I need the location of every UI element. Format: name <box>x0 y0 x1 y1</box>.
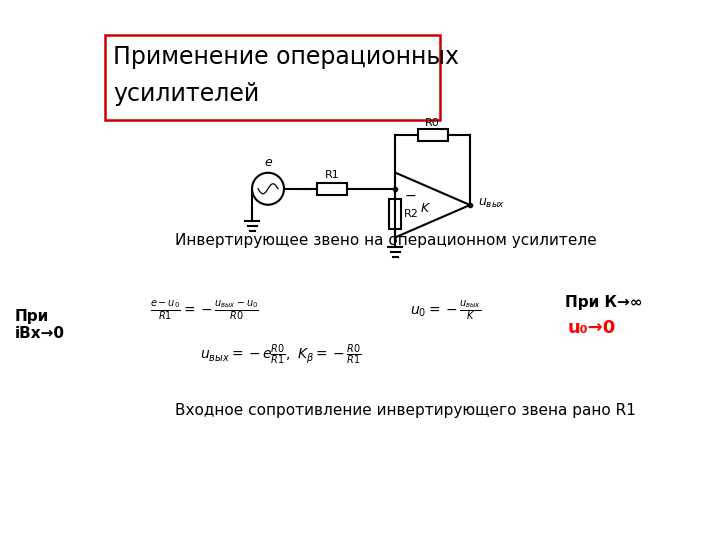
Text: $\frac{e - u_0}{R1} = -\frac{u_{вых} - u_0}{R0}$: $\frac{e - u_0}{R1} = -\frac{u_{вых} - u… <box>150 298 259 322</box>
Text: R1: R1 <box>325 170 339 180</box>
Text: усилителей: усилителей <box>113 82 259 106</box>
Text: При
iBx→0: При iBx→0 <box>15 309 65 341</box>
Text: При К→∞: При К→∞ <box>565 294 642 309</box>
FancyBboxPatch shape <box>105 35 440 120</box>
Bar <box>317 183 347 195</box>
Bar <box>418 129 448 140</box>
Text: Инвертирующее звено на операционном усилителе: Инвертирующее звено на операционном усил… <box>175 233 597 247</box>
Text: u₀→0: u₀→0 <box>568 319 616 337</box>
Text: $u_0 = -\frac{u_{вых}}{K}$: $u_0 = -\frac{u_{вых}}{K}$ <box>410 298 481 322</box>
Text: e: e <box>264 156 272 168</box>
Text: Входное сопротивление инвертирующего звена рано R1: Входное сопротивление инвертирующего зве… <box>175 402 636 417</box>
Text: R0: R0 <box>425 118 440 127</box>
Text: $-$: $-$ <box>404 188 416 202</box>
Text: $u_{вых} = -e\frac{R0}{R1},\ K_{\beta} = -\frac{R0}{R1}$: $u_{вых} = -e\frac{R0}{R1},\ K_{\beta} =… <box>200 343 362 367</box>
Text: K: K <box>421 202 429 215</box>
Text: $u_{вых}$: $u_{вых}$ <box>478 197 505 210</box>
Bar <box>389 199 401 229</box>
Text: R2: R2 <box>404 209 419 219</box>
Text: Применение операционных: Применение операционных <box>113 45 459 69</box>
